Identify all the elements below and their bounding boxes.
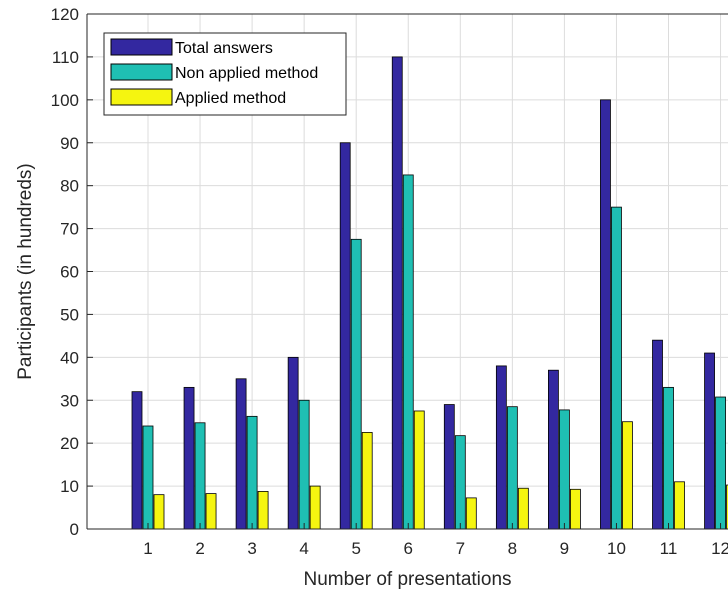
bar-total-answers [652,339,663,530]
bar-total-answers [235,378,247,530]
bar-total-answers [704,352,715,530]
bar-total-answers [391,56,403,530]
x-tick-label: 4 [299,539,308,558]
y-tick-label: 120 [51,5,79,24]
bar-non-applied-method [559,409,570,530]
bar-applied-method [517,487,529,530]
y-tick-labels: 0 10 20 30 40 50 60 70 80 90 100 110 120 [51,5,79,539]
y-tick-label: 30 [60,391,79,410]
x-tick-label: 12 [711,539,728,558]
y-tick-label: 80 [60,177,79,196]
x-tick-labels: 1 2 3 4 5 6 7 8 9 10 11 12 [143,539,728,558]
x-tick-label: 10 [607,539,626,558]
bar-total-answers [600,99,611,530]
x-tick-label: 2 [195,539,204,558]
bar-total-answers [443,404,455,530]
bar-applied-method [570,488,581,530]
bar-non-applied-method [454,435,466,530]
bar-applied-method [674,481,685,530]
bar-total-answers [495,365,507,530]
legend-swatch-total-answers [110,38,173,56]
bar-non-applied-method [663,386,674,530]
bar-applied-method [309,485,321,530]
x-axis-label: Number of presentations [303,569,511,590]
x-tick-label: 11 [660,539,678,558]
bar-total-answers [183,386,195,530]
y-axis-label: Participants (in hundreds) [15,163,36,380]
bar-non-applied-method [142,425,154,530]
bar-non-applied-method [246,415,258,530]
y-tick-label: 100 [51,91,79,110]
bar-non-applied-method [350,238,362,530]
bar-applied-method [361,432,373,530]
bar-applied-method [205,493,217,530]
x-tick-label: 3 [247,539,256,558]
bar-non-applied-method [402,174,414,530]
bar-total-answers [339,142,351,530]
legend: Total answers Non applied method Applied… [103,32,347,116]
legend-swatch-applied-method [110,88,173,106]
y-tick-label: 40 [60,348,79,367]
bar-non-applied-method [194,422,206,530]
y-tick-label: 70 [60,220,79,239]
x-tick-label: 6 [404,539,413,558]
bar-total-answers [287,356,299,530]
bar-applied-method [153,494,165,530]
x-tick-label: 1 [143,539,152,558]
bar-applied-method [622,421,633,530]
legend-label-applied-method: Applied method [175,90,286,107]
y-tick-label: 20 [60,434,79,453]
bar-applied-method [465,497,477,530]
y-tick-label: 90 [60,134,79,153]
bar-non-applied-method [506,406,518,530]
bar-non-applied-method [715,396,726,530]
bar-total-answers [131,391,143,530]
legend-label-total-answers: Total answers [175,40,273,57]
bar-non-applied-method [611,206,622,530]
bar-non-applied-method [298,399,310,530]
legend-label-non-applied-method: Non applied method [175,65,318,82]
axes [86,13,728,530]
x-tick-label: 8 [508,539,517,558]
y-tick-label: 50 [60,305,79,324]
x-tick-label: 5 [351,539,360,558]
y-tick-label: 60 [60,263,79,282]
bar-applied-method [726,484,728,530]
x-tick-label: 7 [456,539,465,558]
legend-swatch-non-applied-method [110,63,173,81]
y-tick-label: 110 [52,48,79,67]
bar-applied-method [413,410,425,530]
x-tick-label: 9 [560,539,569,558]
y-tick-label: 0 [70,520,79,539]
bars [131,56,728,530]
bar-applied-method [257,491,269,530]
bar-total-answers [548,369,559,530]
y-tick-label: 10 [60,477,79,496]
